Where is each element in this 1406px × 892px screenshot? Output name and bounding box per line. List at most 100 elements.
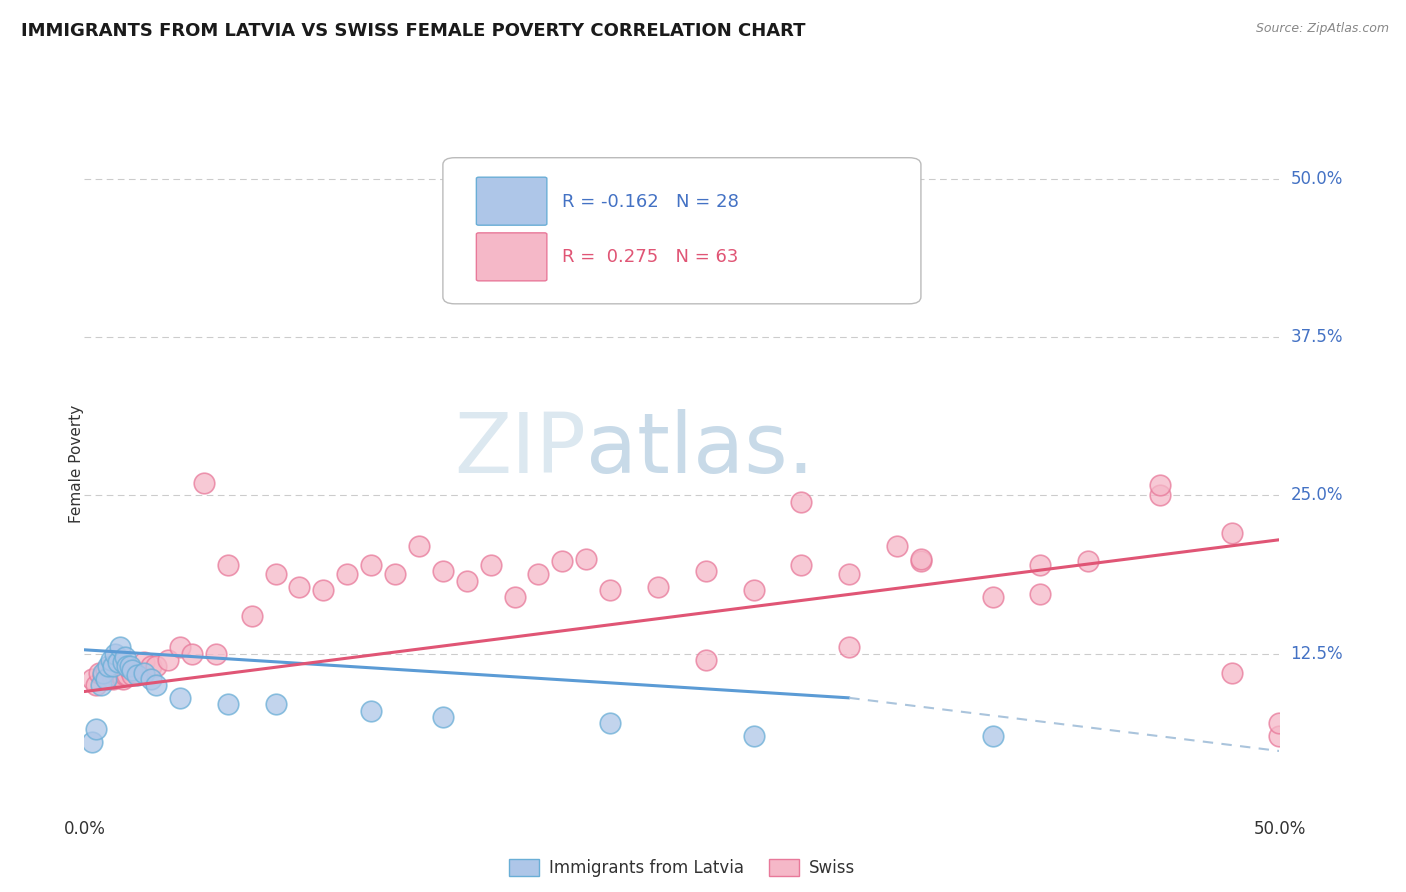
Text: R = -0.162   N = 28: R = -0.162 N = 28 xyxy=(562,193,740,211)
Point xyxy=(408,539,430,553)
Point xyxy=(1029,558,1052,572)
Point xyxy=(551,554,574,568)
Point xyxy=(981,729,1004,743)
Point xyxy=(80,735,103,749)
Point xyxy=(97,672,120,686)
Point xyxy=(145,678,167,692)
Point xyxy=(121,668,143,682)
Point xyxy=(217,697,239,711)
Point xyxy=(910,554,932,568)
Point xyxy=(107,656,129,670)
Point xyxy=(599,583,621,598)
Point xyxy=(599,716,621,731)
FancyBboxPatch shape xyxy=(443,158,921,304)
Point xyxy=(695,565,717,579)
Point xyxy=(742,583,765,598)
Point xyxy=(790,558,813,572)
Point xyxy=(240,608,263,623)
Text: 37.5%: 37.5% xyxy=(1291,328,1343,346)
Point xyxy=(838,640,860,655)
Point xyxy=(118,659,141,673)
Point xyxy=(100,665,122,680)
Point xyxy=(84,678,107,692)
Point xyxy=(1029,587,1052,601)
Point xyxy=(886,539,908,553)
Point xyxy=(205,647,228,661)
Point xyxy=(575,551,598,566)
Point xyxy=(132,656,156,670)
Point xyxy=(101,672,124,686)
Point xyxy=(107,665,129,680)
Point xyxy=(145,659,167,673)
Point xyxy=(1077,554,1099,568)
Text: Source: ZipAtlas.com: Source: ZipAtlas.com xyxy=(1256,22,1389,36)
Point xyxy=(742,729,765,743)
Point xyxy=(100,653,122,667)
Point xyxy=(264,566,287,581)
FancyBboxPatch shape xyxy=(477,178,547,225)
Point xyxy=(104,647,127,661)
Point xyxy=(1220,526,1243,541)
Point xyxy=(111,672,134,686)
Point xyxy=(288,580,311,594)
Point xyxy=(104,668,127,682)
Point xyxy=(360,704,382,718)
Point xyxy=(193,475,215,490)
Point xyxy=(527,566,550,581)
Point xyxy=(87,665,110,680)
Point xyxy=(180,647,202,661)
FancyBboxPatch shape xyxy=(477,233,547,281)
Point xyxy=(838,566,860,581)
Point xyxy=(97,659,120,673)
Point xyxy=(101,659,124,673)
Point xyxy=(503,590,526,604)
Point xyxy=(111,656,134,670)
Text: IMMIGRANTS FROM LATVIA VS SWISS FEMALE POVERTY CORRELATION CHART: IMMIGRANTS FROM LATVIA VS SWISS FEMALE P… xyxy=(21,22,806,40)
Point xyxy=(1268,729,1291,743)
Point xyxy=(110,665,132,680)
Point xyxy=(125,668,148,682)
Point xyxy=(93,668,115,682)
Point xyxy=(141,659,163,673)
Y-axis label: Female Poverty: Female Poverty xyxy=(69,405,83,523)
Point xyxy=(456,574,478,589)
Point xyxy=(432,565,454,579)
Point xyxy=(647,580,669,594)
Point xyxy=(695,653,717,667)
Text: 25.0%: 25.0% xyxy=(1291,486,1343,505)
Point xyxy=(1149,478,1171,492)
Point xyxy=(169,640,191,655)
Point xyxy=(790,495,813,509)
Point xyxy=(981,590,1004,604)
Text: 50.0%: 50.0% xyxy=(1291,170,1343,188)
Text: ZIP: ZIP xyxy=(454,409,586,491)
Point xyxy=(94,672,117,686)
Point xyxy=(169,690,191,705)
Point xyxy=(114,650,136,665)
Point xyxy=(384,566,406,581)
Point xyxy=(312,583,335,598)
Point xyxy=(93,665,115,680)
Point xyxy=(141,672,163,686)
Point xyxy=(110,640,132,655)
Point xyxy=(84,723,107,737)
Point xyxy=(117,668,139,682)
Point xyxy=(432,710,454,724)
Point xyxy=(157,653,180,667)
Point xyxy=(217,558,239,572)
Point xyxy=(90,678,112,692)
Point xyxy=(910,551,932,566)
Point xyxy=(479,558,502,572)
Legend: Immigrants from Latvia, Swiss: Immigrants from Latvia, Swiss xyxy=(502,852,862,883)
Point xyxy=(132,665,156,680)
Point xyxy=(360,558,382,572)
Point xyxy=(1220,665,1243,680)
Point xyxy=(80,672,103,686)
Point xyxy=(121,663,143,677)
Point xyxy=(125,665,148,680)
Text: atlas.: atlas. xyxy=(586,409,814,491)
Point xyxy=(1268,716,1291,731)
Point xyxy=(264,697,287,711)
Point xyxy=(118,663,141,677)
Text: 12.5%: 12.5% xyxy=(1291,645,1343,663)
